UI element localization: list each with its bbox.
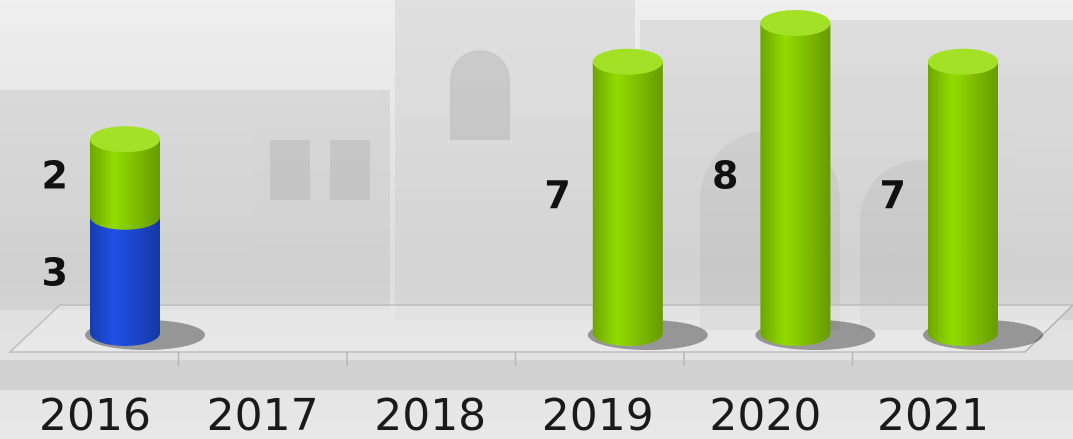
data-label: 7 xyxy=(544,173,570,217)
bar-shade xyxy=(928,61,998,346)
x-tick-label: 2020 xyxy=(709,390,821,439)
x-tick-label: 2016 xyxy=(39,390,151,439)
bar-cap-highlight xyxy=(592,48,663,75)
x-tick-label: 2019 xyxy=(542,390,654,439)
bar-shade xyxy=(90,216,160,346)
bar-cap xyxy=(592,48,663,75)
x-tick-label: 2021 xyxy=(877,390,989,439)
bar-cap-highlight xyxy=(760,10,831,36)
bar-cap xyxy=(928,48,998,75)
data-label: 3 xyxy=(42,250,68,294)
bar-cap-highlight xyxy=(90,126,160,153)
data-label: 2 xyxy=(42,154,68,198)
x-tick-label: 2017 xyxy=(207,390,319,439)
x-tick-label: 2018 xyxy=(374,390,486,439)
bar-cap-highlight xyxy=(928,48,998,75)
data-label: 7 xyxy=(880,173,906,217)
bar-shade xyxy=(90,139,160,230)
bar-shade xyxy=(592,61,663,346)
bar-shade xyxy=(760,23,831,346)
bar-cap xyxy=(90,126,160,153)
data-label: 8 xyxy=(712,154,738,198)
bar-cap xyxy=(760,10,831,36)
plot-area: 2016 3 2 2017 2018 2019 7 2020 8 2021 7 xyxy=(39,10,1043,439)
